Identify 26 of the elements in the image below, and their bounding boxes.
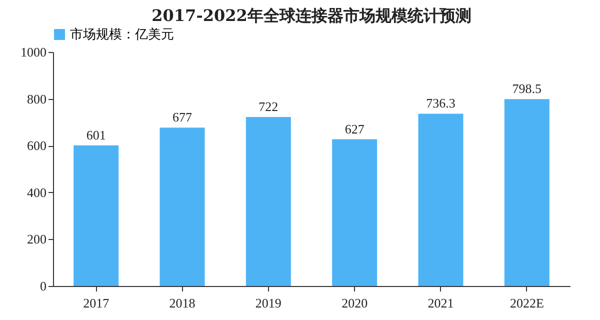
bar [418,114,464,286]
data-label: 677 [172,110,192,125]
data-label: 798.5 [512,81,542,96]
y-tick-label: 400 [27,184,46,200]
bar [504,99,550,286]
legend-label: 市场规模：亿美元 [70,26,174,42]
x-tick-label: 2019 [255,296,282,310]
x-tick-label: 2018 [169,296,196,310]
data-label: 722 [258,99,278,114]
chart-title: 2017-2022年全球连接器市场规模统计预测 [152,6,472,25]
y-tick-label: 600 [27,138,46,154]
data-label: 601 [86,127,106,142]
x-tick-label: 2020 [342,296,368,310]
bar [246,117,291,286]
bar [332,139,378,286]
y-tick-label: 0 [40,278,46,294]
bar [160,128,205,286]
x-tick-label: 2022E [510,296,544,310]
y-tick-label: 200 [27,232,46,247]
x-tick-label: 2021 [428,296,454,310]
bar [74,145,119,286]
y-tick-label: 800 [27,91,46,106]
x-tick-label: 2017 [83,296,110,310]
y-tick-label: 1000 [20,44,46,60]
data-label: 736.3 [426,96,456,111]
data-label: 627 [344,121,365,136]
